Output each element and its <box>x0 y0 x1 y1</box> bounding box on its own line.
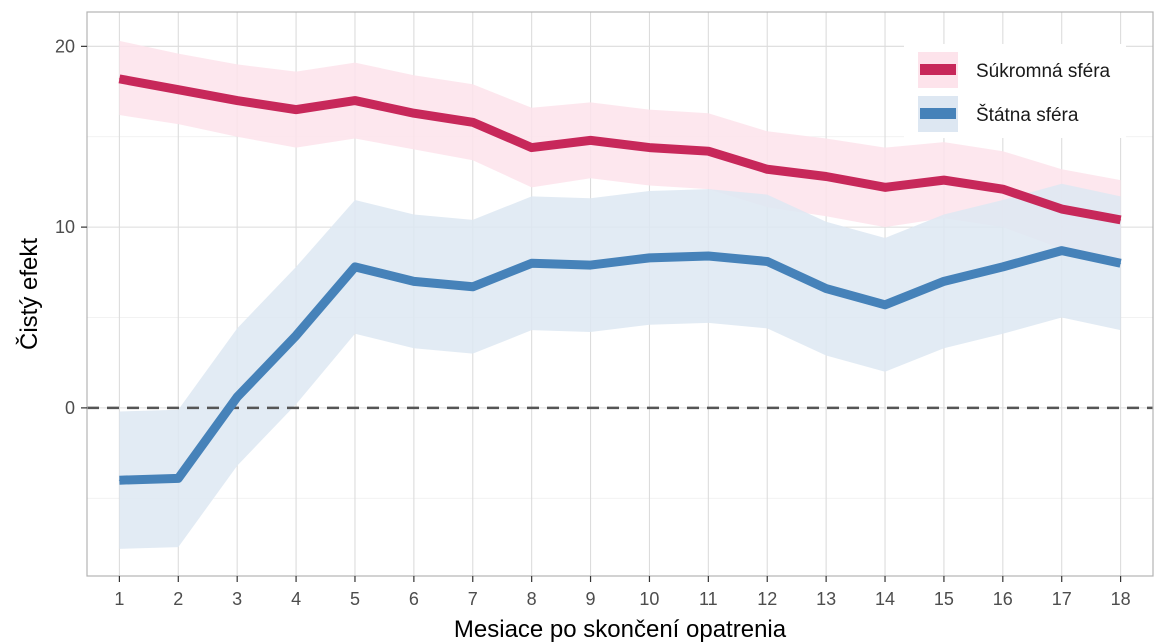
series-lines <box>118 74 1122 485</box>
x-tick-label: 16 <box>993 589 1013 609</box>
data-point <box>177 89 179 91</box>
data-point <box>884 186 886 188</box>
data-point <box>825 288 827 290</box>
confidence-band-series-0 <box>119 40 1121 260</box>
data-point <box>648 147 650 149</box>
legend-label-statna-sfera: Štátna sféra <box>976 104 1079 126</box>
data-point <box>884 304 886 306</box>
data-point <box>177 477 179 479</box>
x-tick-label: 10 <box>639 589 659 609</box>
x-tick-label: 5 <box>350 589 360 609</box>
data-point <box>295 109 297 111</box>
legend-swatch-sukromna-sfera <box>920 64 956 75</box>
data-point <box>472 121 474 123</box>
x-tick-label: 11 <box>699 589 718 609</box>
data-point <box>531 147 533 149</box>
data-point <box>472 286 474 288</box>
x-tick-label: 17 <box>1052 589 1072 609</box>
data-point <box>118 479 120 481</box>
data-point <box>766 168 768 170</box>
data-point <box>943 179 945 181</box>
x-tick-label: 14 <box>875 589 895 609</box>
data-point <box>707 255 709 257</box>
data-point <box>354 100 356 102</box>
y-tick-label: 20 <box>55 36 75 56</box>
x-tick-label: 9 <box>586 589 596 609</box>
x-tick-label: 15 <box>934 589 954 609</box>
legend: Súkromná sféra Štátna sféra <box>904 44 1126 138</box>
legend-label-sukromna-sfera: Súkromná sféra <box>976 61 1111 82</box>
data-point <box>295 335 297 337</box>
data-point <box>590 264 592 266</box>
data-point <box>236 100 238 102</box>
series-line-0 <box>118 74 1122 225</box>
data-point <box>1002 188 1004 190</box>
data-point <box>354 266 356 268</box>
y-tick-label: 10 <box>55 217 75 237</box>
data-point <box>590 139 592 141</box>
x-tick-label: 18 <box>1111 589 1131 609</box>
x-tick-label: 8 <box>527 589 537 609</box>
x-axis-title: Mesiace po skončení opatrenia <box>454 616 787 643</box>
data-point <box>1061 250 1063 252</box>
data-point <box>766 260 768 262</box>
data-point <box>707 150 709 152</box>
data-point <box>413 112 415 114</box>
x-tick-label: 2 <box>173 589 183 609</box>
x-tick-label: 7 <box>468 589 478 609</box>
data-point <box>531 262 533 264</box>
data-point <box>236 396 238 398</box>
data-point <box>1120 219 1122 221</box>
x-tick-label: 12 <box>757 589 777 609</box>
data-point <box>648 257 650 259</box>
legend-swatch-statna-sfera <box>920 108 956 119</box>
series-line-1 <box>119 246 1122 485</box>
x-tick-label: 4 <box>291 589 301 609</box>
y-axis-title: Čistý efekt <box>15 238 43 350</box>
x-tick-label: 13 <box>816 589 836 609</box>
data-point <box>118 78 120 80</box>
data-point <box>825 176 827 177</box>
x-tick-label: 6 <box>409 589 419 609</box>
y-tick-label: 0 <box>65 398 75 418</box>
data-point <box>1120 262 1122 264</box>
data-point <box>943 280 945 282</box>
plot-panel-border <box>86 11 1154 577</box>
x-tick-label: 3 <box>232 589 242 609</box>
data-point <box>1002 266 1004 268</box>
x-tick-label: 1 <box>114 589 124 609</box>
data-point <box>1061 208 1063 210</box>
data-point <box>413 280 415 282</box>
